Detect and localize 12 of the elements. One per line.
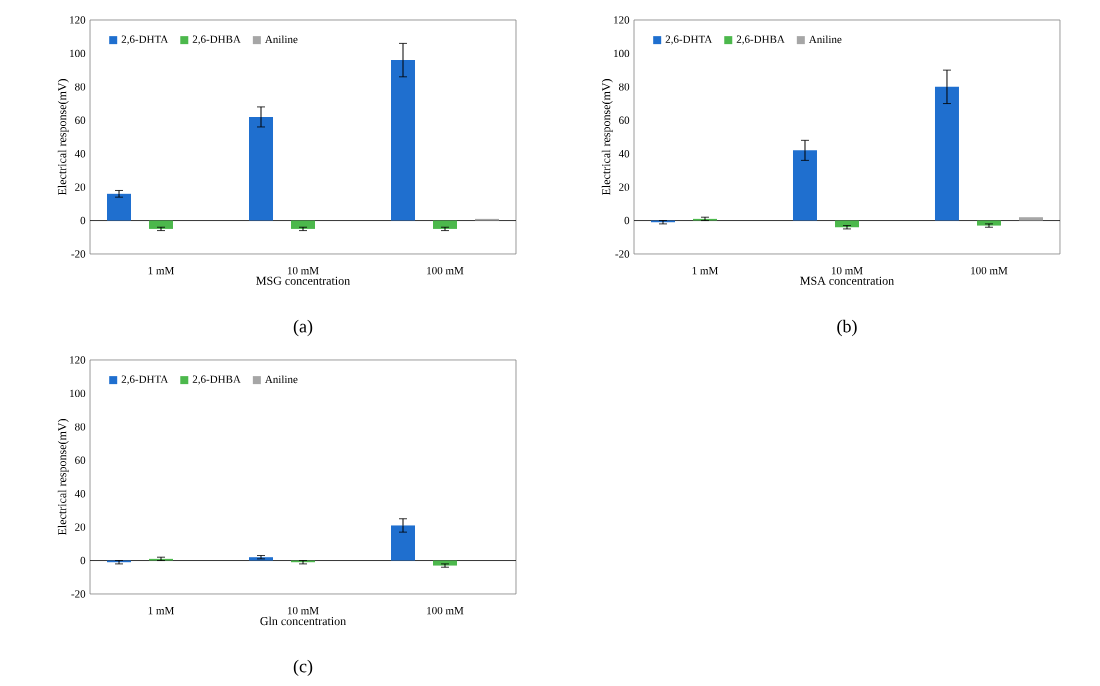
bar — [934, 86, 959, 221]
text: (c) — [293, 659, 313, 677]
bar — [391, 525, 416, 561]
bar — [433, 220, 457, 229]
bar — [792, 150, 817, 221]
bar — [149, 220, 174, 229]
bar — [249, 116, 274, 221]
bar — [391, 60, 416, 221]
text: (a) — [293, 319, 313, 337]
bar — [107, 193, 132, 221]
text: (b) — [837, 319, 857, 337]
bar — [291, 220, 315, 229]
